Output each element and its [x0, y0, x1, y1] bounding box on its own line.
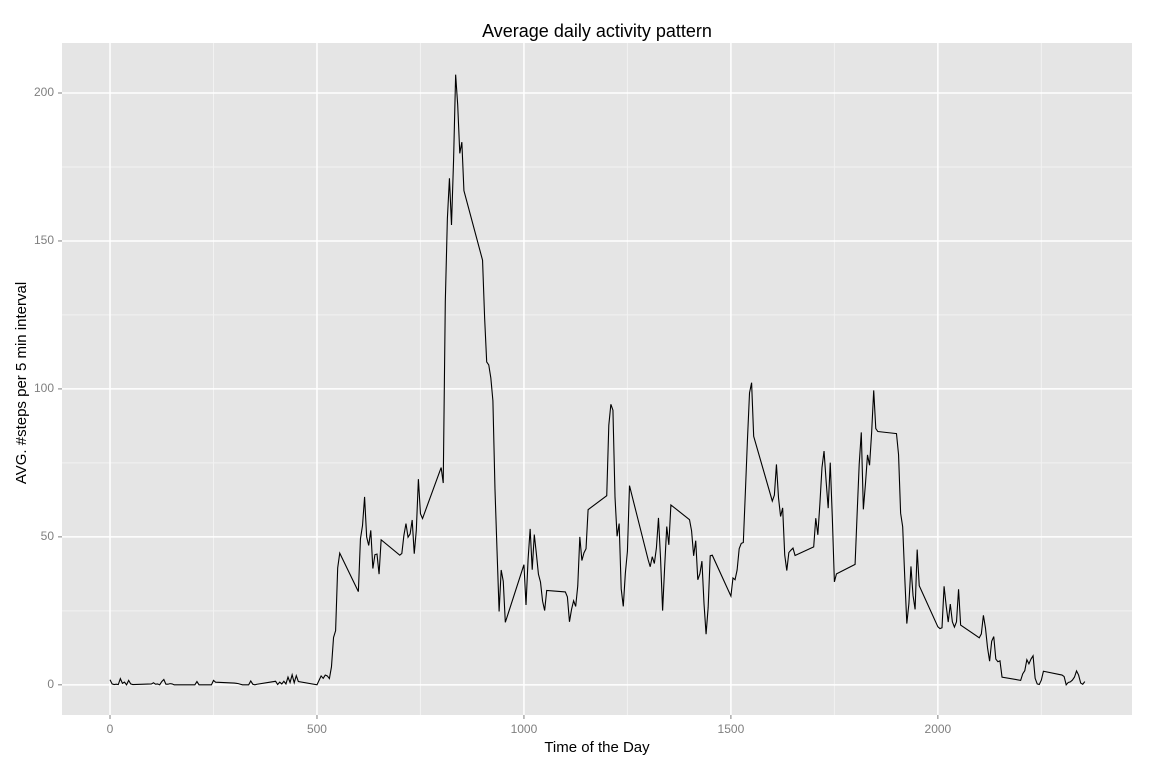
y-tick-label: 100	[34, 381, 54, 395]
data-line	[109, 74, 1086, 686]
x-tick-label: 1500	[718, 722, 745, 736]
plot-panel	[62, 43, 1132, 715]
marks	[109, 74, 1086, 686]
y-tick-label: 50	[41, 529, 55, 543]
y-axis-label: AVG. #steps per 5 min interval	[13, 282, 30, 484]
chart-title: Average daily activity pattern	[482, 21, 712, 41]
x-tick-label: 500	[307, 722, 327, 736]
x-tick-label: 2000	[925, 722, 952, 736]
y-tick-label: 200	[34, 85, 54, 99]
grid	[62, 43, 1132, 715]
x-tick-label: 1000	[511, 722, 538, 736]
y-tick-label: 150	[34, 233, 54, 247]
x-tick-label: 0	[107, 722, 114, 736]
y-tick-label: 0	[47, 677, 54, 691]
x-axis-label: Time of the Day	[544, 739, 650, 756]
